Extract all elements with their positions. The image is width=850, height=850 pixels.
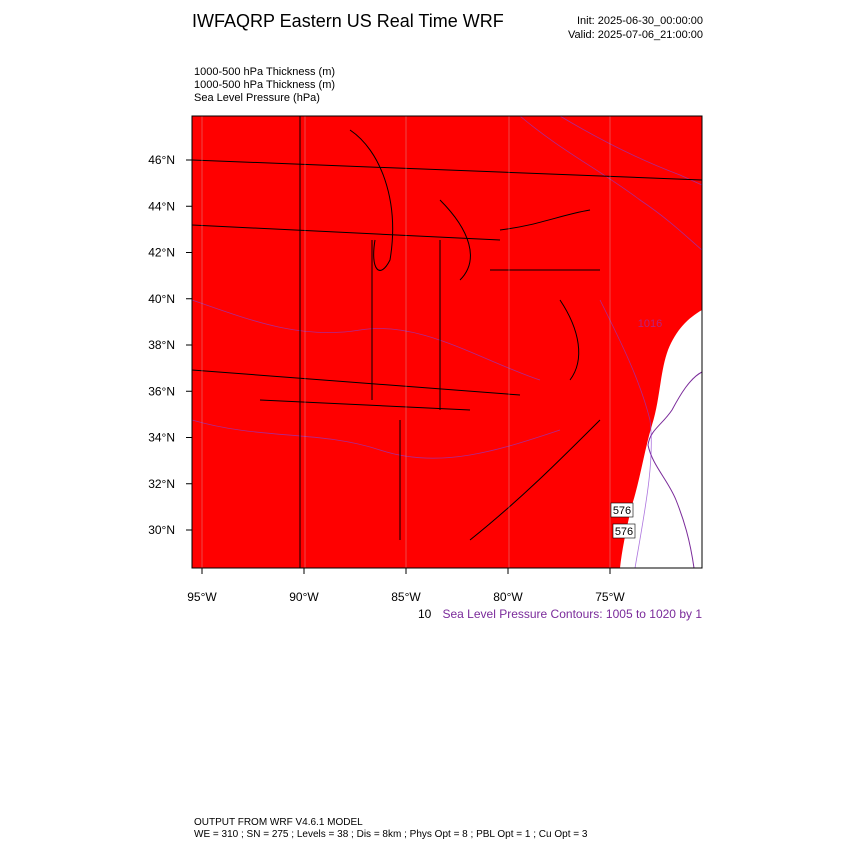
lon-labels: 95°W 90°W 85°W 80°W 75°W	[187, 568, 625, 604]
lon-label: 90°W	[289, 590, 319, 604]
lon-label: 75°W	[595, 590, 625, 604]
field-label: 1000-500 hPa Thickness (m)	[194, 79, 335, 91]
contour-prefix: 10	[418, 607, 432, 621]
lat-label: 42°N	[148, 246, 175, 260]
contour	[647, 371, 703, 569]
land-fill	[192, 116, 702, 568]
lon-label: 95°W	[187, 590, 217, 604]
lat-label: 30°N	[148, 523, 175, 537]
field-label: Sea Level Pressure (hPa)	[194, 92, 320, 104]
lat-label: 34°N	[148, 431, 175, 445]
map-frame	[191, 115, 703, 569]
contour-label: 576	[613, 505, 631, 517]
lat-label: 40°N	[148, 292, 175, 306]
label-box	[610, 502, 634, 518]
contour-note: Sea Level Pressure Contours: 1005 to 102…	[443, 607, 703, 621]
lat-label: 36°N	[148, 384, 175, 398]
lat-label: 44°N	[148, 199, 175, 213]
lat-label: 38°N	[148, 338, 175, 352]
valid-time: Valid: 2025-07-06_21:00:00	[568, 29, 703, 41]
graticule	[201, 116, 611, 568]
lat-label: 46°N	[148, 153, 175, 167]
footer-settings: WE = 310 ; SN = 275 ; Levels = 38 ; Dis …	[194, 829, 588, 840]
lon-label: 80°W	[493, 590, 523, 604]
lat-labels: 46°N 44°N 42°N 40°N 38°N 36°N 34°N 32°N 30°N	[148, 153, 192, 537]
contour-label: 1016	[638, 318, 662, 330]
label-box	[612, 523, 636, 539]
field-label: 1000-500 hPa Thickness (m)	[194, 66, 335, 78]
contours	[191, 115, 703, 569]
boundaries	[191, 116, 703, 568]
title: IWFAQRP Eastern US Real Time WRF	[192, 11, 504, 31]
map: 576 576 1016	[191, 115, 703, 569]
lon-label: 85°W	[391, 590, 421, 604]
contour-label: 576	[615, 526, 633, 538]
lat-label: 32°N	[148, 477, 175, 491]
footer-model: OUTPUT FROM WRF V4.6.1 MODEL	[194, 817, 363, 828]
init-time: Init: 2025-06-30_00:00:00	[577, 15, 703, 27]
ocean	[620, 310, 702, 568]
